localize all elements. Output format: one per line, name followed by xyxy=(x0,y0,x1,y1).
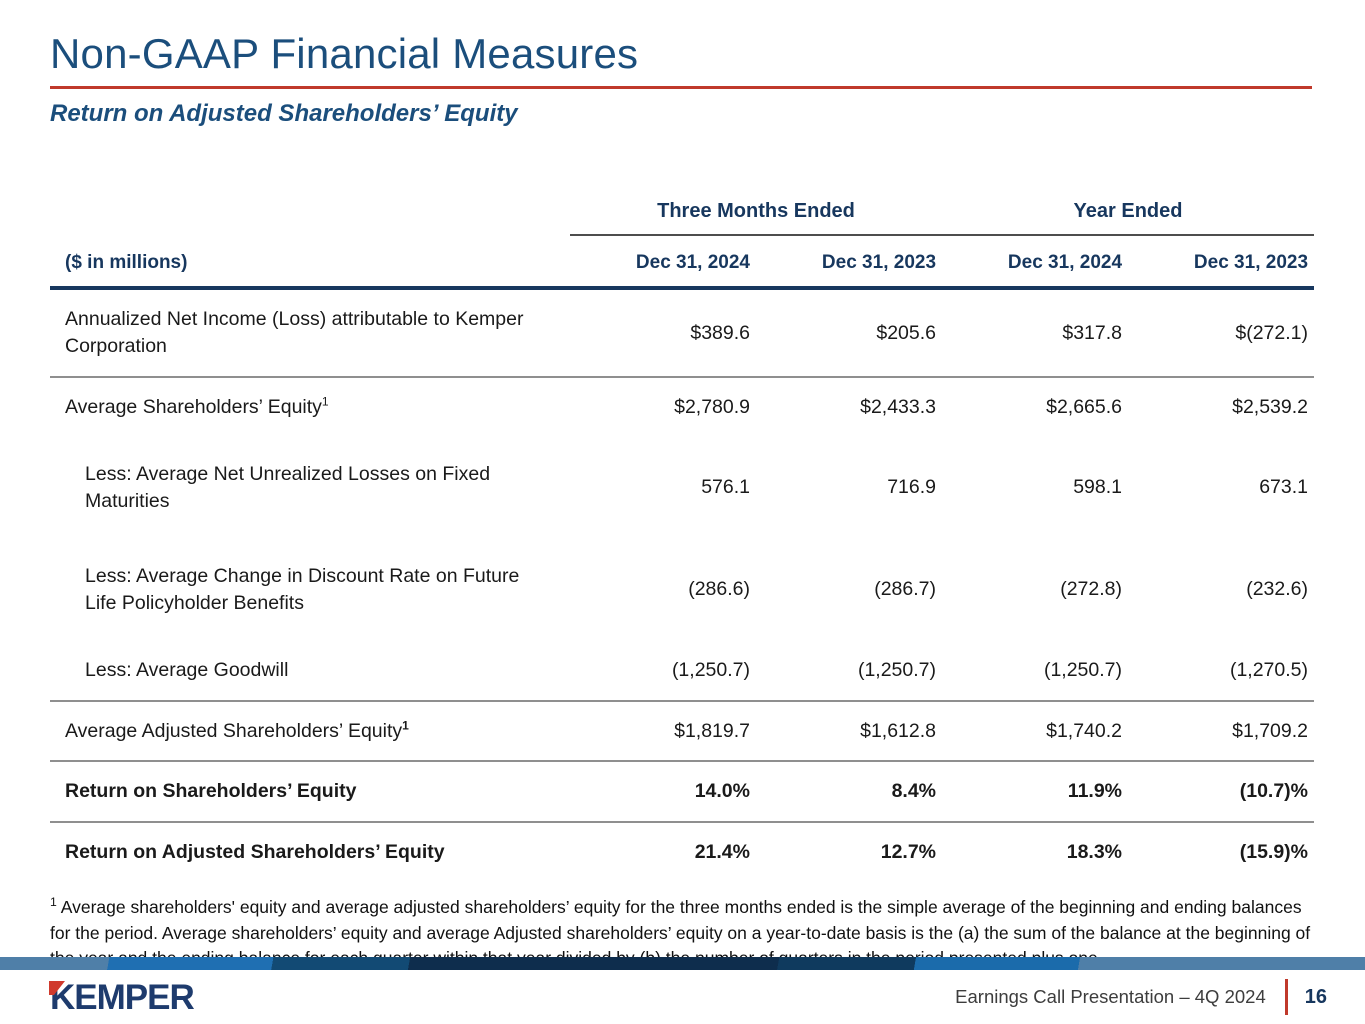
cell-value: 673.1 xyxy=(1259,476,1309,499)
kemper-logo-text: KEMPER xyxy=(50,977,195,1017)
page-subtitle: Return on Adjusted Shareholders’ Equity xyxy=(50,100,518,128)
cell-value: 8.4% xyxy=(756,761,943,824)
cell-value: $2,539.2 xyxy=(1232,396,1309,419)
column-group-row: Three Months Ended Year Ended xyxy=(50,194,1315,237)
cell-value: $2,780.9 xyxy=(674,396,750,419)
row-label: Average Adjusted Shareholders’ Equity1 xyxy=(50,700,570,763)
table-row: Return on Adjusted Shareholders’ Equity 2… xyxy=(50,822,1314,882)
cell-value: $389.6 xyxy=(570,288,756,379)
footer-right-group: Earnings Call Presentation – 4Q 2024 16 xyxy=(955,979,1327,1015)
cell-value: (1,270.5) xyxy=(1128,640,1315,702)
footer-bar: KEMPER Earnings Call Presentation – 4Q 2… xyxy=(0,970,1365,1024)
cell-value: (10.7)% xyxy=(1128,761,1315,824)
measures-table: Three Months Ended Year Ended ($ in millio… xyxy=(50,194,1315,882)
units-label: ($ in millions) xyxy=(50,235,570,291)
footnote-marker: 1 xyxy=(50,895,57,910)
table-row: Less: Average Change in Discount Rate on… xyxy=(50,539,1314,641)
page-number: 16 xyxy=(1304,985,1327,1008)
cell-value: 576.1 xyxy=(701,476,750,499)
cell-value: (1,250.7) xyxy=(942,640,1129,702)
table-row: Return on Shareholders’ Equity 14.0% 8.4% 1… xyxy=(50,761,1315,824)
table-row: Less: Average Goodwill (1,250.7) (1,250.7)… xyxy=(50,640,1315,702)
row-label: Return on Shareholders’ Equity xyxy=(50,761,570,824)
table-row: Average Adjusted Shareholders’ Equity1 $1… xyxy=(50,700,1315,763)
title-underline-rule xyxy=(50,86,1312,90)
cell-value: $1,819.7 xyxy=(570,700,756,763)
cell-value: 12.7% xyxy=(880,841,937,864)
cell-value: $2,433.3 xyxy=(860,396,937,419)
row-label: Less: Average Change in Discount Rate on… xyxy=(85,564,520,614)
col-header-1: Dec 31, 2023 xyxy=(756,235,943,291)
cell-value: 716.9 xyxy=(887,476,937,499)
cell-value: 21.4% xyxy=(694,841,750,864)
cell-value: $1,612.8 xyxy=(756,700,943,763)
cell-value: 598.1 xyxy=(1073,476,1123,499)
footer-stripe xyxy=(0,957,1365,970)
col-group-0: Three Months Ended xyxy=(570,194,943,237)
col-group-1: Year Ended xyxy=(942,194,1315,237)
col-header-0: Dec 31, 2024 xyxy=(570,235,756,291)
col-header-2: Dec 31, 2024 xyxy=(942,235,1129,291)
col-header-3: Dec 31, 2023 xyxy=(1128,235,1315,291)
kemper-k-accent-icon xyxy=(49,980,65,995)
cell-value: (1,250.7) xyxy=(756,640,943,702)
cell-value: 18.3% xyxy=(1066,841,1123,864)
row-label: Less: Average Net Unrealized Losses on F… xyxy=(85,463,491,512)
footer-divider xyxy=(1284,979,1288,1015)
cell-value: $317.8 xyxy=(942,288,1129,379)
cell-value: $1,709.2 xyxy=(1128,700,1315,763)
table-row: Average Shareholders’ Equity1 $2,780.9 $2,… xyxy=(50,377,1314,437)
kemper-logo: KEMPER xyxy=(49,977,195,1017)
row-label: Less: Average Goodwill xyxy=(50,640,570,702)
cell-value: (232.6) xyxy=(1246,578,1309,601)
cell-value: (272.8) xyxy=(1060,578,1123,601)
page-title: Non-GAAP Financial Measures xyxy=(50,30,639,77)
cell-value: (286.6) xyxy=(688,578,750,601)
table-row: Less: Average Net Unrealized Losses on F… xyxy=(50,437,1314,539)
cell-value: $1,740.2 xyxy=(942,700,1129,763)
cell-value: (15.9)% xyxy=(1239,841,1309,864)
table-row: Annualized Net Income (Loss) attributabl… xyxy=(50,288,1315,379)
cell-value: $205.6 xyxy=(756,288,943,379)
units-spacer xyxy=(50,194,570,235)
cell-value: 14.0% xyxy=(570,761,756,824)
row-label: Annualized Net Income (Loss) attributabl… xyxy=(50,288,570,379)
cell-value: $2,665.6 xyxy=(1046,396,1123,419)
footer-caption: Earnings Call Presentation – 4Q 2024 xyxy=(955,986,1266,1007)
row-label: Average Shareholders’ Equity1 xyxy=(65,394,329,419)
row-label: Return on Adjusted Shareholders’ Equity xyxy=(65,841,445,864)
cell-value: (1,250.7) xyxy=(570,640,756,702)
cell-value: 11.9% xyxy=(942,761,1129,824)
cell-value: (286.7) xyxy=(874,578,937,601)
column-header-row: ($ in millions) Dec 31, 2024 Dec 31, 2023 D… xyxy=(50,235,1315,291)
cell-value: $(272.1) xyxy=(1128,288,1315,379)
